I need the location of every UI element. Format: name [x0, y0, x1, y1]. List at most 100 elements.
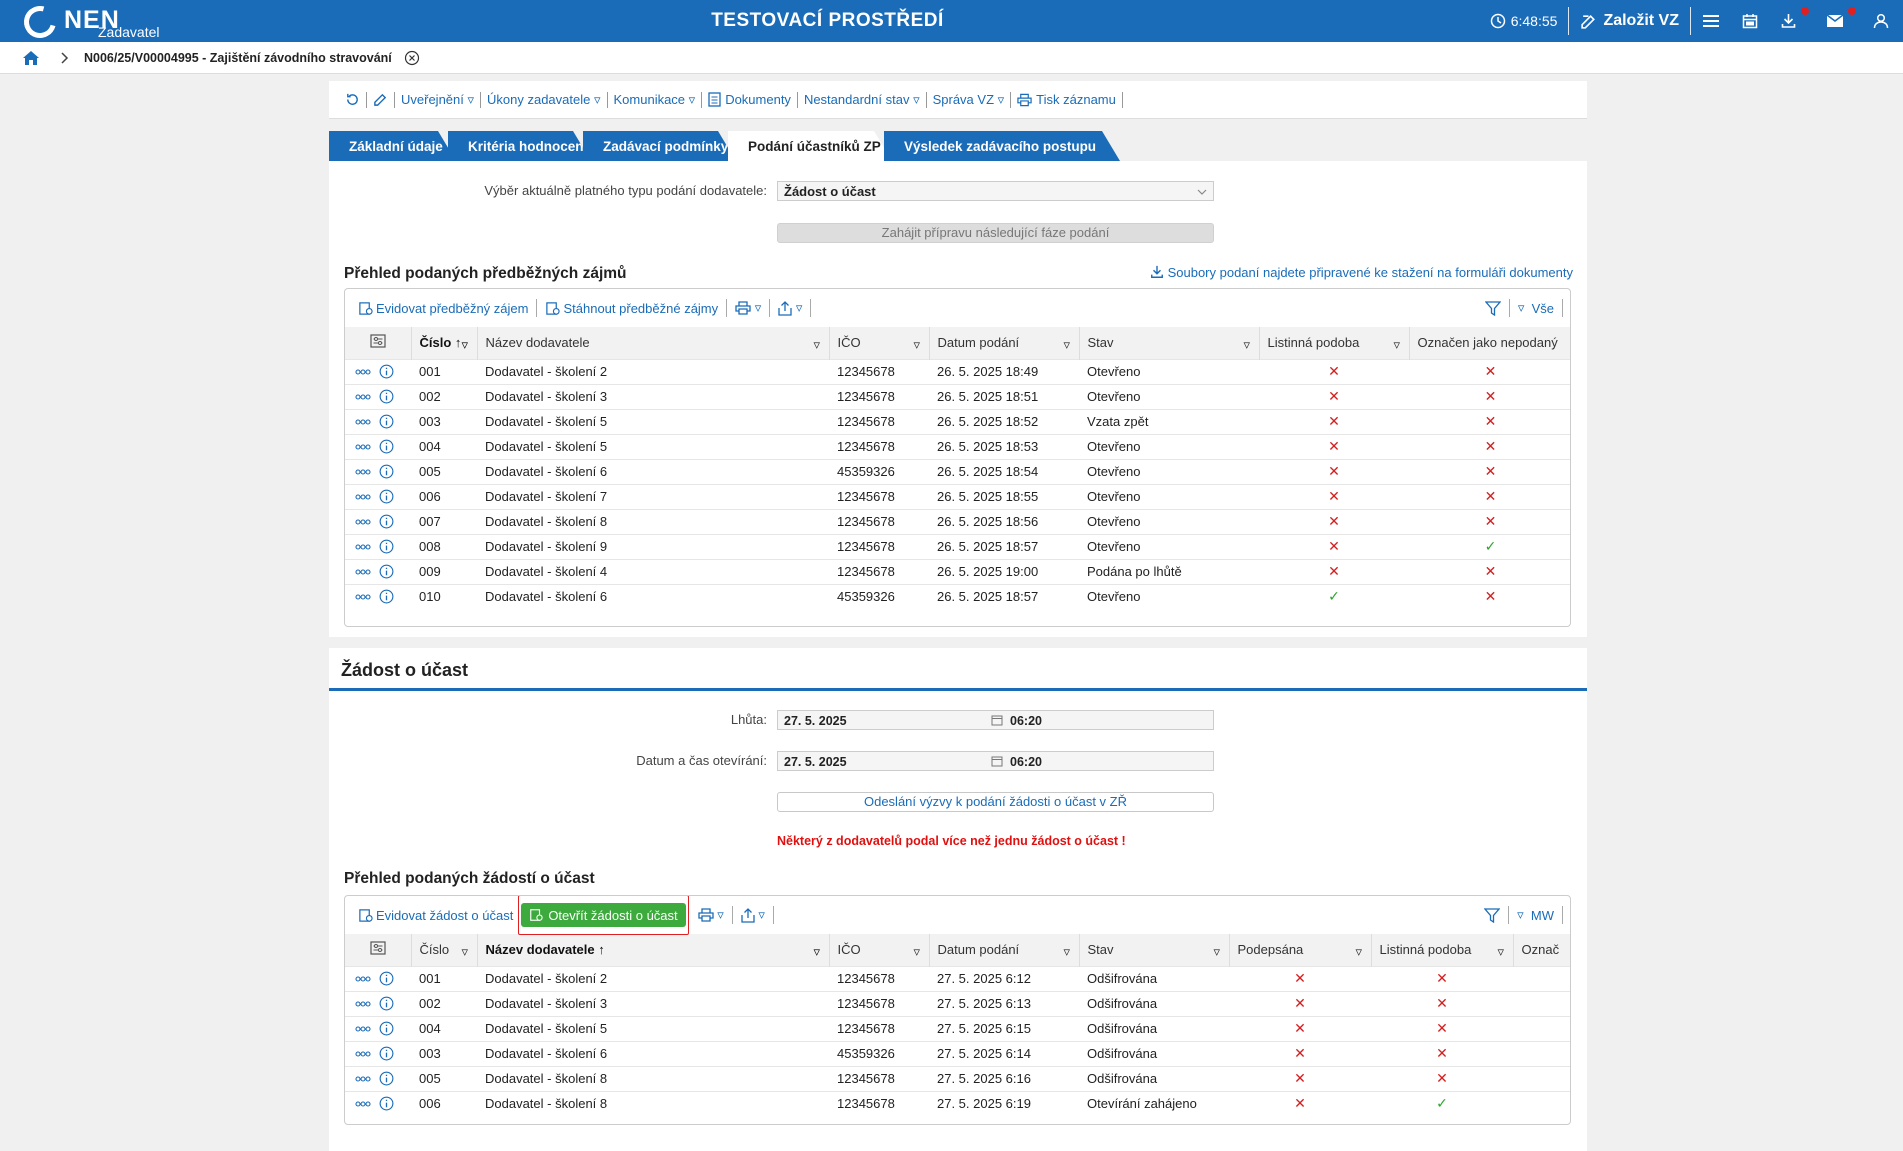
refresh-button[interactable] [339, 92, 366, 107]
more-options-icon[interactable] [355, 443, 371, 450]
opening-time[interactable]: 06:20 [1010, 755, 1042, 769]
more-options-icon[interactable] [355, 1050, 371, 1057]
download-interests-button[interactable]: Stáhnout předběžné zájmy [540, 301, 723, 316]
info-icon[interactable] [379, 439, 394, 454]
grid2-filter-button[interactable] [1479, 907, 1505, 923]
grid2-view-selector[interactable]: ▿ MW [1517, 907, 1554, 923]
info-icon[interactable] [379, 539, 394, 554]
create-vz-button[interactable]: Založit VZ [1569, 0, 1690, 42]
edit-button[interactable] [367, 92, 394, 107]
tab-zakladni-udaje[interactable]: Základní údaje [329, 131, 456, 161]
info-icon[interactable] [379, 1071, 394, 1086]
files-download-link[interactable]: Soubory podaní najdete připravené ke sta… [1150, 265, 1573, 280]
menu-ukony-zadavatele[interactable]: Úkony zadavatele ▿ [487, 91, 601, 108]
table-row[interactable]: 008 Dodavatel - školení 9 12345678 26. 5. 2… [345, 534, 1570, 559]
grid2-print-button[interactable]: ▿ [693, 907, 729, 923]
column-header-cislo[interactable]: Číslo ↑ ▿ [411, 327, 478, 359]
tab-podani-ucastniku[interactable]: Podání účastníků ZP [728, 131, 892, 161]
table-row[interactable]: 005 Dodavatel - školení 8 12345678 27. 5. 2… [345, 1066, 1570, 1091]
menu-uverejneni[interactable]: Uveřejnění ▿ [401, 91, 475, 108]
table-row[interactable]: 003 Dodavatel - školení 5 12345678 26. 5. 2… [345, 409, 1570, 434]
table-row[interactable]: 006 Dodavatel - školení 8 12345678 27. 5. 2… [345, 1091, 1570, 1116]
more-options-icon[interactable] [355, 368, 371, 375]
tab-kriteria-hodnoceni[interactable]: Kritéria hodnocení [448, 131, 591, 161]
info-icon[interactable] [379, 1046, 394, 1061]
grid1-view-selector[interactable]: ▿ Vše [1517, 300, 1554, 316]
column-header-datum[interactable]: Datum podání ▿ [929, 934, 1080, 966]
more-options-icon[interactable] [355, 543, 371, 550]
tab-zadavaci-podminky[interactable]: Zadávací podmínky [583, 131, 736, 161]
next-phase-button[interactable]: Zahájit přípravu následující fáze podání [777, 223, 1214, 243]
more-options-icon[interactable] [355, 1075, 371, 1082]
column-header-listinna[interactable]: Listinná podoba ▿ [1371, 934, 1514, 966]
info-icon[interactable] [379, 489, 394, 504]
download-button[interactable] [1769, 0, 1815, 42]
tab-vysledek-zadavaciho-postupu[interactable]: Výsledek zadávacího postupu [884, 131, 1120, 161]
info-icon[interactable] [379, 414, 394, 429]
calendar-icon[interactable] [991, 755, 1003, 767]
more-options-icon[interactable] [355, 1025, 371, 1032]
table-row[interactable]: 002 Dodavatel - školení 3 12345678 27. 5. 2… [345, 991, 1570, 1016]
table-row[interactable]: 002 Dodavatel - školení 3 12345678 26. 5. 2… [345, 384, 1570, 409]
table-row[interactable]: 010 Dodavatel - školení 6 45359326 26. 5. 2… [345, 584, 1570, 609]
grid1-filter-button[interactable] [1480, 300, 1506, 316]
column-header-datum[interactable]: Datum podání ▿ [929, 327, 1080, 359]
column-header-cislo[interactable]: Číslo ▿ [411, 934, 478, 966]
table-row[interactable]: 004 Dodavatel - školení 5 12345678 27. 5. 2… [345, 1016, 1570, 1041]
open-requests-button[interactable]: Otevřít žádosti o účast [521, 903, 686, 927]
opening-field[interactable]: 27. 5. 2025 06:20 [777, 751, 1214, 771]
more-options-icon[interactable] [355, 393, 371, 400]
menu-sprava-vz[interactable]: Správa VZ ▿ [932, 91, 1005, 108]
calendar-icon[interactable] [991, 714, 1003, 726]
more-options-icon[interactable] [355, 1000, 371, 1007]
menu-tisk-zaznamu[interactable]: Tisk záznamu [1011, 92, 1122, 107]
info-icon[interactable] [379, 564, 394, 579]
more-options-icon[interactable] [355, 594, 371, 600]
more-options-icon[interactable] [355, 518, 371, 525]
column-header-stav[interactable]: Stav ▿ [1079, 934, 1230, 966]
column-header-listinna[interactable]: Listinná podoba ▿ [1259, 327, 1410, 359]
column-header-ico[interactable]: IČO ▿ [829, 934, 930, 966]
info-icon[interactable] [379, 971, 394, 986]
column-settings[interactable] [345, 327, 412, 359]
info-icon[interactable] [379, 589, 394, 604]
table-row[interactable]: 006 Dodavatel - školení 7 12345678 26. 5. 2… [345, 484, 1570, 509]
register-request-button[interactable]: Evidovat žádost o účast [353, 908, 518, 923]
more-options-icon[interactable] [355, 568, 371, 575]
info-icon[interactable] [379, 996, 394, 1011]
menu-button[interactable] [1691, 0, 1731, 42]
info-icon[interactable] [379, 514, 394, 529]
more-options-icon[interactable] [355, 493, 371, 500]
column-header-nazev[interactable]: Název dodavatele ↑ ▿ [477, 934, 830, 966]
deadline-field[interactable]: 27. 5. 2025 06:20 [777, 710, 1214, 730]
info-icon[interactable] [379, 1096, 394, 1111]
info-icon[interactable] [379, 464, 394, 479]
home-icon[interactable] [22, 50, 40, 66]
table-row[interactable]: 007 Dodavatel - školení 8 12345678 26. 5. 2… [345, 509, 1570, 534]
register-interest-button[interactable]: Evidovat předběžný zájem [353, 301, 533, 316]
nen-logo[interactable]: NEN [18, 0, 120, 44]
grid1-print-button[interactable]: ▿ [730, 300, 766, 316]
column-header-oznacen[interactable]: Označ [1521, 942, 1560, 958]
info-icon[interactable] [379, 364, 394, 379]
info-icon[interactable] [379, 1021, 394, 1036]
more-options-icon[interactable] [355, 418, 371, 425]
more-options-icon[interactable] [355, 975, 371, 982]
table-row[interactable]: 003 Dodavatel - školení 6 45359326 27. 5. 2… [345, 1041, 1570, 1066]
table-row[interactable]: 004 Dodavatel - školení 5 12345678 26. 5. 2… [345, 434, 1570, 459]
menu-nestandardni-stav[interactable]: Nestandardní stav ▿ [803, 91, 920, 108]
calendar-button[interactable] [1731, 0, 1769, 42]
more-options-icon[interactable] [355, 1101, 371, 1107]
grid2-export-button[interactable]: ▿ [736, 907, 770, 923]
user-button[interactable] [1862, 0, 1903, 42]
menu-dokumenty[interactable]: Dokumenty [702, 92, 797, 107]
info-icon[interactable] [379, 389, 394, 404]
column-header-stav[interactable]: Stav ▿ [1079, 327, 1260, 359]
table-row[interactable]: 001 Dodavatel - školení 2 12345678 27. 5. 2… [345, 966, 1570, 991]
table-row[interactable]: 001 Dodavatel - školení 2 12345678 26. 5. 2… [345, 359, 1570, 384]
column-header-nazev[interactable]: Název dodavatele ▿ [477, 327, 830, 359]
messages-button[interactable] [1815, 0, 1862, 42]
menu-komunikace[interactable]: Komunikace ▿ [613, 91, 696, 108]
close-icon[interactable] [404, 50, 420, 66]
table-row[interactable]: 009 Dodavatel - školení 4 12345678 26. 5. 2… [345, 559, 1570, 584]
